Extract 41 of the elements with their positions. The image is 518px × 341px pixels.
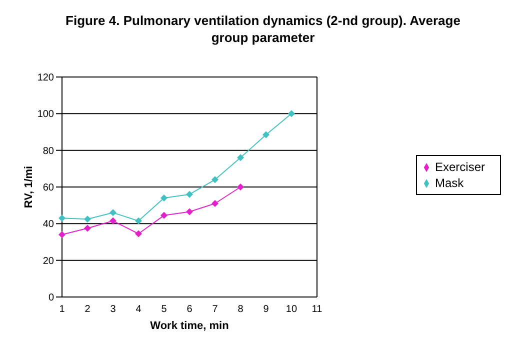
y-axis-title: RV, 1/mi [22,166,35,208]
point [134,217,142,224]
y-tick-label: 40 [42,219,54,230]
x-tick-label: 11 [312,304,323,316]
point [236,184,244,190]
point [211,200,218,207]
x-tick-label: 9 [263,304,270,316]
x-tick-label: 8 [238,304,244,316]
point [236,154,244,162]
point [262,131,270,138]
point [58,231,66,238]
point [109,217,116,224]
y-tick-label: 120 [37,72,54,84]
point [160,212,168,219]
x-tick-label: 5 [161,304,168,316]
point [186,208,193,216]
y-tick-label: 100 [37,109,54,120]
point [58,214,66,222]
x-tick-label: 4 [136,304,142,316]
point [84,216,91,223]
y-tick-label: 20 [42,256,54,267]
point [211,176,218,184]
point [134,230,142,238]
point [160,194,168,202]
point [109,209,116,216]
x-tick-label: 3 [110,304,116,316]
x-tick-label: 7 [212,304,218,316]
point [186,190,193,198]
x-tick-label: 1 [59,304,66,316]
x-tick-label: 2 [84,304,91,316]
legend-label: Mask [435,176,464,190]
y-tick-label: 60 [42,182,54,194]
point [288,110,295,118]
point [84,224,91,232]
y-tick-label: 0 [48,292,54,304]
x-axis-title: Work time, min [150,320,230,332]
y-tick-label: 80 [42,146,54,157]
chart-title: Figure 4. Pulmonary ventilation dynamics (2-nd group). Average group parameter [64,12,462,46]
x-tick-label: 10 [286,304,298,316]
x-tick-label: 6 [186,304,193,316]
legend-label: Exerciser [435,160,486,174]
